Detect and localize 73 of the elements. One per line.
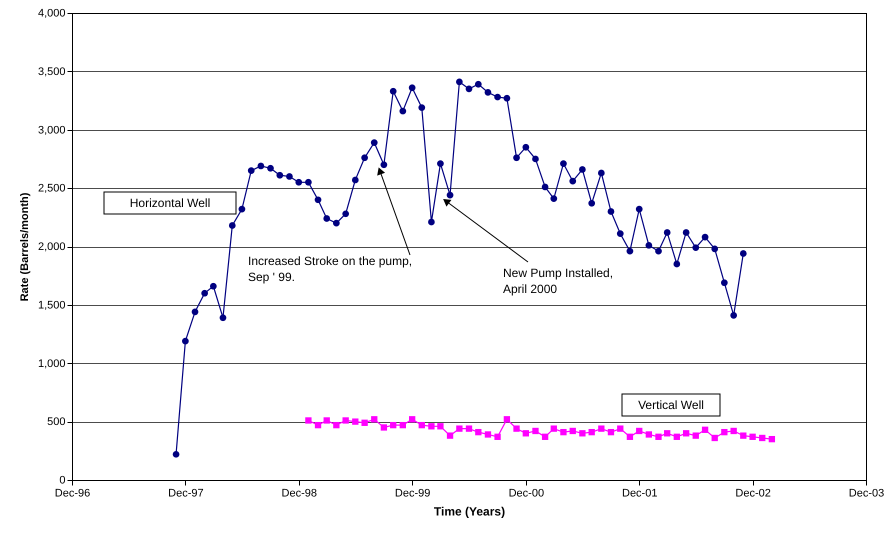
point <box>768 436 776 442</box>
point <box>475 428 482 436</box>
y-tick-label: 2,000 <box>38 241 66 253</box>
y-tick-label: 1,000 <box>38 358 66 370</box>
point <box>721 428 728 436</box>
point <box>646 431 652 438</box>
point <box>361 420 368 426</box>
point <box>664 430 670 436</box>
x-axis-title: Time (Years) <box>434 504 506 518</box>
x-tick-label: Dec-98 <box>282 488 318 500</box>
point <box>740 432 746 439</box>
point <box>674 434 680 440</box>
annotation: Increased Stroke on the pump, Sep ' 99. <box>248 254 412 284</box>
x-tick-label: Dec-97 <box>168 488 204 500</box>
point <box>428 423 435 430</box>
point <box>702 426 708 433</box>
point <box>550 425 557 432</box>
y-tick-label: 4,000 <box>38 8 66 20</box>
point <box>408 416 416 422</box>
point <box>390 422 396 428</box>
point <box>712 434 718 442</box>
point <box>418 422 425 428</box>
point <box>314 422 322 428</box>
y-tick-label: 0 <box>59 474 66 486</box>
y-tick-label: 500 <box>47 416 66 428</box>
x-tick-label: Dec-01 <box>622 488 658 500</box>
point <box>579 430 586 436</box>
point <box>324 417 330 424</box>
point <box>655 434 662 440</box>
point <box>484 431 492 438</box>
x-tick-label: Dec-99 <box>394 488 430 500</box>
point <box>305 417 312 424</box>
point <box>636 428 642 434</box>
point <box>598 425 604 432</box>
point <box>588 428 595 436</box>
x-tick-label: Dec-03 <box>848 488 884 500</box>
x-tick-label: Dec-02 <box>735 488 771 500</box>
point <box>730 428 737 434</box>
point <box>522 430 530 436</box>
y-axis-title: Rate (Barrels/month) <box>18 192 31 302</box>
x-tick-label: Dec-00 <box>508 488 544 500</box>
annotation: New Pump Installed, April 2000 <box>503 266 614 296</box>
y-tick-label: 2,500 <box>38 182 66 195</box>
point <box>513 425 520 432</box>
point <box>494 434 501 440</box>
x-tick-label: Dec-96 <box>54 488 90 500</box>
point <box>542 434 548 440</box>
point <box>532 428 539 434</box>
point <box>352 418 358 425</box>
point <box>437 423 444 430</box>
point <box>333 422 340 428</box>
point <box>570 428 576 434</box>
point <box>466 425 472 432</box>
point <box>626 434 634 440</box>
point <box>371 416 378 422</box>
series-label: Horizontal Well <box>130 196 210 210</box>
point <box>456 425 463 432</box>
y-tick-label: 3,000 <box>38 124 66 136</box>
point <box>617 425 624 432</box>
point <box>560 428 567 436</box>
point <box>380 424 388 431</box>
point <box>749 434 756 440</box>
point <box>759 434 766 442</box>
point <box>608 428 614 436</box>
series-label: Vertical Well <box>638 398 704 412</box>
point <box>446 432 454 439</box>
point <box>504 416 510 422</box>
point <box>400 422 406 428</box>
point <box>342 417 349 424</box>
y-tick-label: 1,500 <box>38 299 66 312</box>
point <box>682 430 690 436</box>
y-tick-label: 3,500 <box>38 66 66 78</box>
point <box>692 432 699 439</box>
